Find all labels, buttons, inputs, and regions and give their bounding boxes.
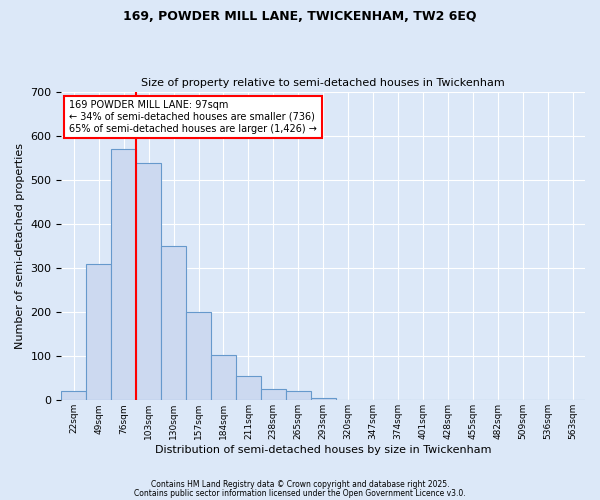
- Bar: [161, 246, 186, 400]
- Bar: [111, 149, 136, 401]
- Bar: [86, 264, 111, 400]
- Text: Contains public sector information licensed under the Open Government Licence v3: Contains public sector information licen…: [134, 488, 466, 498]
- Bar: [236, 376, 261, 400]
- Bar: [61, 390, 86, 400]
- Bar: [186, 312, 211, 400]
- X-axis label: Distribution of semi-detached houses by size in Twickenham: Distribution of semi-detached houses by …: [155, 445, 491, 455]
- Bar: [311, 398, 335, 400]
- Text: 169 POWDER MILL LANE: 97sqm
← 34% of semi-detached houses are smaller (736)
65% : 169 POWDER MILL LANE: 97sqm ← 34% of sem…: [69, 100, 317, 134]
- Text: 169, POWDER MILL LANE, TWICKENHAM, TW2 6EQ: 169, POWDER MILL LANE, TWICKENHAM, TW2 6…: [123, 10, 477, 23]
- Text: Contains HM Land Registry data © Crown copyright and database right 2025.: Contains HM Land Registry data © Crown c…: [151, 480, 449, 489]
- Bar: [286, 392, 311, 400]
- Title: Size of property relative to semi-detached houses in Twickenham: Size of property relative to semi-detach…: [142, 78, 505, 88]
- Bar: [261, 390, 286, 400]
- Bar: [211, 355, 236, 401]
- Y-axis label: Number of semi-detached properties: Number of semi-detached properties: [15, 143, 25, 349]
- Bar: [136, 163, 161, 400]
